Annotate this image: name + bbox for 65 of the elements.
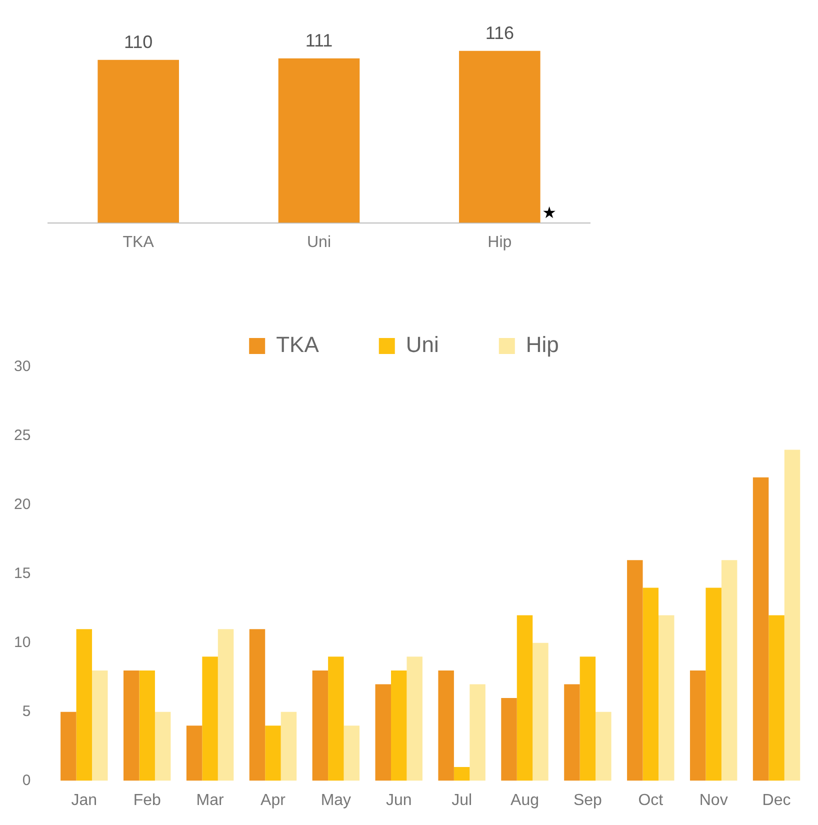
- bar: [768, 615, 784, 781]
- x-tick-label: Feb: [133, 792, 161, 809]
- legend-label: TKA: [276, 332, 320, 358]
- x-tick-label: Nov: [699, 792, 728, 809]
- bar: [642, 588, 659, 781]
- y-tick-label: 15: [14, 565, 31, 582]
- bar: [627, 560, 643, 781]
- bar: [784, 450, 800, 781]
- bar: [328, 656, 344, 781]
- x-tick-label: Sep: [573, 792, 602, 809]
- bar: [312, 670, 328, 781]
- x-tick-label: Aug: [510, 792, 539, 809]
- bar: [60, 712, 76, 781]
- annotation: ★: [542, 202, 556, 222]
- bar: [470, 684, 486, 781]
- x-tick-label: Oct: [638, 792, 664, 809]
- bar: [454, 767, 470, 781]
- bar: [280, 712, 297, 781]
- x-tick-label: Apr: [260, 792, 286, 809]
- bar: [516, 615, 533, 781]
- bar: [139, 670, 155, 781]
- y-tick-label: 25: [14, 427, 31, 444]
- bar: [406, 656, 422, 781]
- bar: [218, 629, 234, 781]
- y-tick-label: 20: [14, 496, 31, 514]
- x-tick-label: Jul: [452, 792, 472, 809]
- bar: [438, 670, 454, 781]
- bar: [501, 698, 517, 781]
- bar: [690, 670, 706, 781]
- bar: [658, 615, 674, 781]
- bar: [391, 670, 407, 781]
- bar: [375, 684, 392, 781]
- bar: [154, 712, 171, 781]
- data-label: 116: [485, 22, 514, 43]
- x-tick-label: Hip: [488, 234, 512, 251]
- bar: [706, 588, 722, 781]
- x-tick-label: Mar: [196, 792, 224, 809]
- data-label: 110: [124, 32, 153, 52]
- y-tick-label: 5: [22, 702, 31, 720]
- x-tick-label: Jan: [71, 792, 98, 809]
- bar: [721, 560, 738, 781]
- x-tick-label: Jun: [386, 792, 412, 809]
- x-tick-label: May: [320, 792, 352, 809]
- y-tick-label: 30: [14, 358, 31, 376]
- y-tick-label: 10: [14, 634, 31, 652]
- bar: [752, 477, 769, 781]
- x-tick-label: TKA: [122, 234, 154, 251]
- x-tick-label: Uni: [306, 234, 332, 251]
- data-label: 111: [305, 30, 333, 50]
- bar: [202, 656, 218, 781]
- bar: [123, 670, 140, 781]
- legend-label: Hip: [526, 332, 559, 358]
- bar: [265, 726, 281, 781]
- bar: [186, 726, 202, 781]
- bar: [580, 656, 596, 781]
- x-tick-label: Dec: [762, 792, 791, 809]
- bar: [92, 670, 108, 781]
- bar: [344, 726, 360, 781]
- bar: [596, 712, 612, 781]
- bar: [532, 642, 548, 781]
- legend-label: Uni: [406, 332, 439, 358]
- bar: [564, 684, 580, 781]
- bar: [249, 629, 266, 781]
- y-tick-label: 0: [22, 772, 31, 789]
- bar: [76, 629, 92, 781]
